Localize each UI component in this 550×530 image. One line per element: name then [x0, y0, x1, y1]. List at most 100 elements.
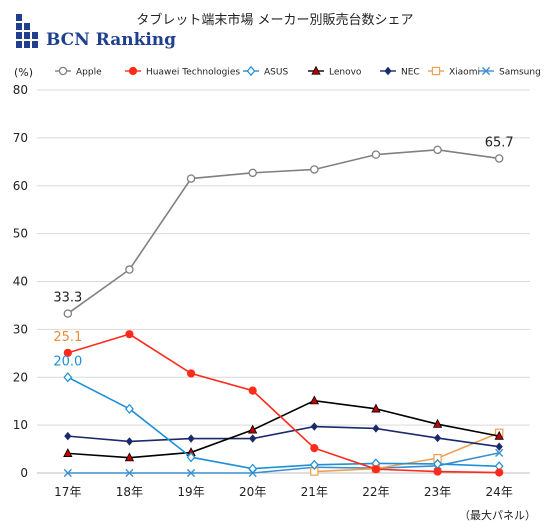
legend-label: Samsung: [499, 68, 541, 78]
data-point-samsung: [495, 448, 504, 457]
data-point-apple: [310, 165, 319, 174]
series-apple: [63, 145, 504, 318]
data-point-asus: [125, 403, 134, 414]
legend-marker: [128, 66, 138, 76]
legend-item-apple: Apple: [55, 66, 102, 78]
logo-text: BCN Ranking: [46, 30, 176, 50]
series-lenovo: [63, 395, 504, 462]
marker-stroke: [63, 468, 72, 478]
data-point-samsung: [186, 468, 196, 478]
series-huawei-technologies: [63, 330, 504, 477]
legend-item-huawei-technologies: Huawei Technologies: [125, 66, 240, 78]
legend-label: NEC: [401, 68, 420, 78]
data-point-asus: [248, 463, 258, 474]
data-point-huawei-technologies: [125, 330, 134, 339]
data-point-huawei-technologies: [495, 468, 504, 477]
x-tick-label: 18年: [116, 485, 143, 499]
data-point-lenovo: [124, 452, 135, 462]
legend-marker: [311, 65, 321, 75]
logo-block: [32, 32, 38, 39]
data-point-huawei-technologies: [371, 465, 381, 474]
data-point-apple: [186, 174, 196, 183]
y-tick-label: 30: [13, 322, 28, 336]
y-tick-label: 80: [13, 83, 28, 97]
legend-marker: [384, 66, 392, 76]
series-line-lenovo: [67, 399, 500, 459]
y-tick-label: 60: [13, 179, 28, 193]
x-tick-label: 24年: [486, 485, 513, 499]
data-point-lenovo: [432, 418, 443, 428]
legend-marker: [431, 66, 441, 76]
series-line-apple: [67, 149, 500, 315]
data-label: 25.1: [53, 330, 82, 345]
x-tick-labels: 17年 18年 19年 20年 21年 22年 23年 24年: [54, 485, 513, 499]
legend-marker: [481, 66, 491, 76]
y-tick-label: 10: [13, 418, 28, 432]
series-line-asus: [67, 376, 500, 470]
x-tick-label: 17年: [54, 485, 81, 499]
legend: Apple Huawei Technologies ASUS Lenovo NEC Xia…: [55, 65, 541, 78]
marker-stroke: [481, 66, 491, 76]
data-point-apple: [494, 154, 504, 163]
x-tick-label: 19年: [177, 485, 204, 499]
legend-label: ASUS: [264, 68, 288, 78]
data-point-nec: [249, 434, 257, 443]
data-point-huawei-technologies: [248, 386, 257, 395]
data-point-asus: [186, 452, 196, 463]
marker-stroke: [186, 468, 196, 478]
data-point-asus: [63, 372, 73, 383]
data-point-lenovo: [248, 424, 258, 434]
legend-marker: [58, 66, 68, 76]
data-point-nec: [310, 422, 318, 431]
legend-item-asus: ASUS: [243, 65, 288, 78]
data-point-apple: [63, 309, 73, 318]
data-point-nec: [372, 424, 380, 433]
bcn-logo-icon: [16, 14, 38, 48]
data-point-asus: [309, 459, 319, 470]
x-tick-label: 21年: [301, 485, 328, 499]
logo-block: [24, 41, 30, 48]
legend-label: Huawei Technologies: [146, 68, 240, 78]
data-point-apple: [125, 265, 134, 274]
marker-stroke: [495, 448, 504, 457]
logo-block: [32, 41, 38, 48]
series-asus: [63, 372, 504, 474]
legend-item-xiaomi: Xiaomi: [428, 66, 480, 78]
series-line-samsung: [67, 452, 500, 474]
logo-block: [16, 41, 22, 48]
data-point-huawei-technologies: [310, 444, 319, 453]
data-point-huawei-technologies: [433, 467, 442, 476]
data-point-lenovo: [371, 403, 381, 413]
data-point-samsung: [125, 468, 134, 478]
data-point-nec: [125, 437, 134, 446]
data-point-nec: [187, 434, 195, 443]
series-line-huawei-technologies: [67, 333, 500, 474]
marker-stroke: [125, 468, 134, 478]
data-point-apple: [371, 150, 381, 159]
y-tick-label: 40: [13, 275, 28, 289]
logo-block: [16, 32, 22, 39]
y-tick-label: 0: [20, 466, 28, 480]
y-axis-unit: (%): [14, 66, 33, 79]
x-tick-label: 23年: [424, 485, 451, 499]
data-point-nec: [495, 442, 503, 451]
legend-item-samsung: Samsung: [478, 66, 541, 78]
x-tick-label: 22年: [362, 485, 389, 499]
data-label: 20.0: [53, 354, 82, 369]
data-point-lenovo: [63, 448, 73, 457]
legend-label: Apple: [76, 68, 102, 78]
x-tick-label: 20年: [239, 485, 266, 499]
legend-label: Xiaomi: [449, 68, 480, 78]
data-point-samsung: [63, 468, 72, 478]
data-label: 65.7: [485, 135, 514, 150]
y-tick-label: 70: [13, 131, 28, 145]
panel-note: （最大パネル）: [459, 508, 536, 522]
y-tick-label: 50: [13, 227, 28, 241]
data-point-apple: [248, 168, 257, 178]
data-label: 33.3: [53, 291, 82, 306]
logo-block: [24, 32, 30, 39]
data-point-nec: [64, 431, 72, 441]
data-point-huawei-technologies: [186, 369, 196, 378]
legend-item-lenovo: Lenovo: [308, 65, 362, 78]
